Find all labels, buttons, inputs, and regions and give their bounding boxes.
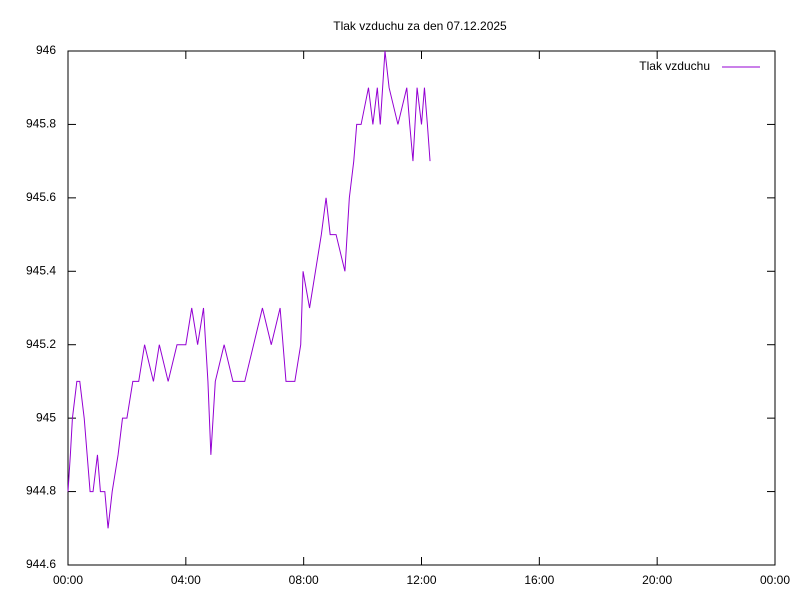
chart-title: Tlak vzduchu za den 07.12.2025 [333,19,507,33]
y-tick-label: 945.6 [26,190,56,204]
x-tick-label: 12:00 [406,573,436,587]
data-line [67,50,431,529]
y-tick-label: 945 [36,410,56,424]
y-tick-label: 944.8 [26,484,56,498]
y-tick-label: 946 [36,43,56,57]
y-tick-label: 944.6 [26,557,56,571]
x-tick-label: 08:00 [289,573,319,587]
y-tick-label: 945.2 [26,337,56,351]
x-tick-label: 20:00 [642,573,672,587]
y-tick-label: 945.4 [26,263,56,277]
x-tick-label: 04:00 [171,573,201,587]
x-tick-label: 00:00 [53,573,83,587]
x-tick-label: 00:00 [760,573,790,587]
y-tick-label: 945.8 [26,117,56,131]
x-tick-label: 16:00 [524,573,554,587]
legend-label: Tlak vzduchu [639,59,710,73]
